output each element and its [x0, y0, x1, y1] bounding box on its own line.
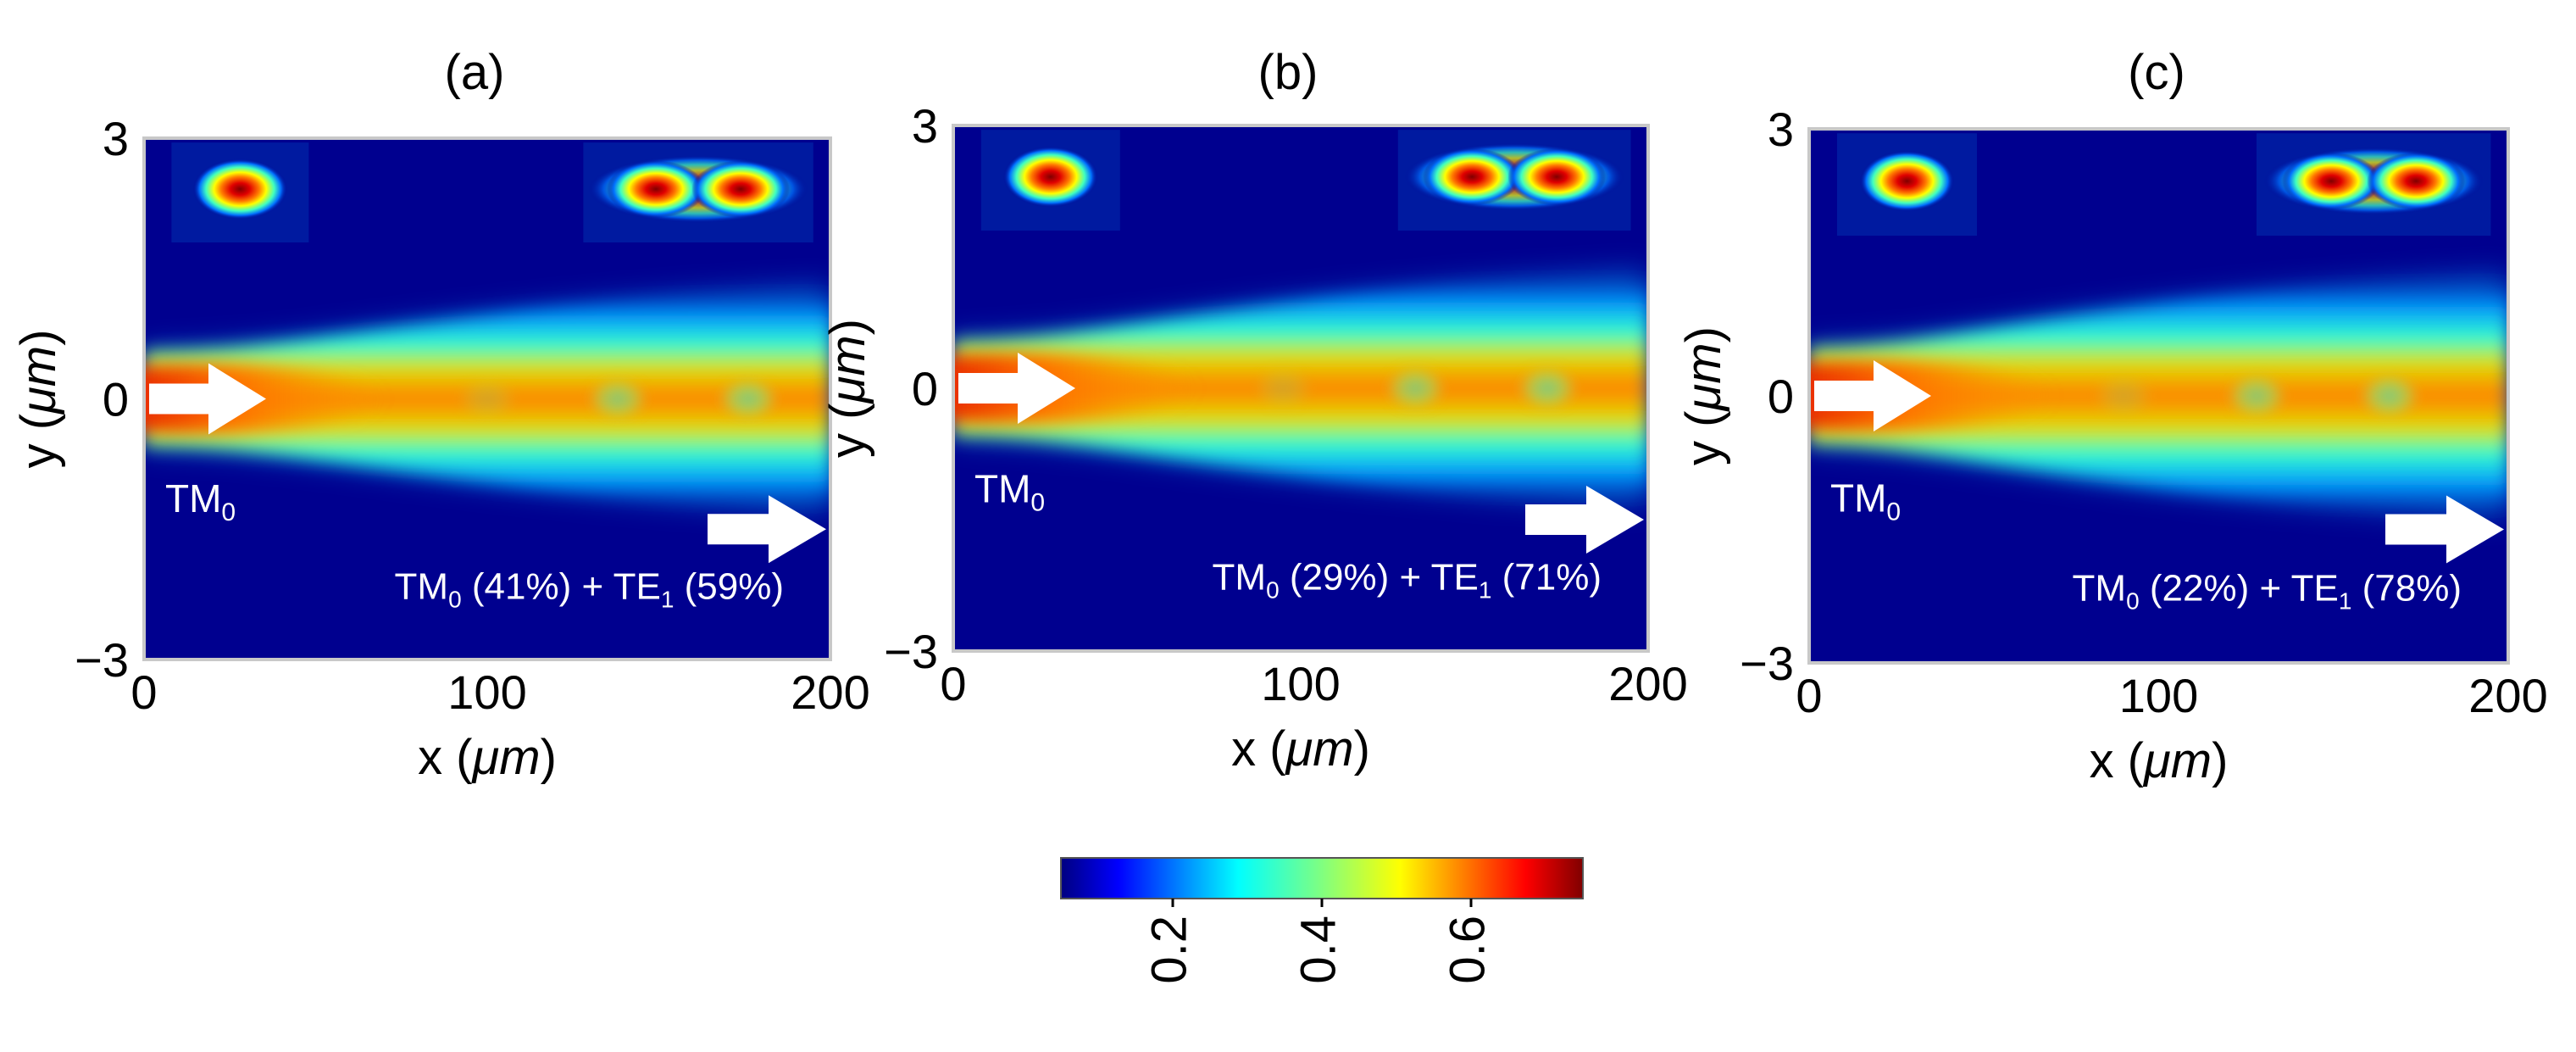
field-intensity — [144, 287, 830, 510]
field-intensity — [1809, 276, 2508, 515]
output-arrow-icon — [2385, 495, 2504, 564]
output-mode-lobe — [607, 160, 706, 219]
input-mode-spot — [192, 159, 288, 220]
output-arrow-icon — [708, 495, 826, 564]
input-mode-label: TM0 — [165, 476, 236, 526]
output-mode-lobe — [1423, 148, 1522, 206]
output-mode-lobe — [2282, 152, 2381, 210]
x-axis-label: x (μm) — [2090, 733, 2229, 788]
input-arrow-icon — [958, 353, 1075, 424]
output-mode-composition: TM0 (29%) + TE1 (71%) — [1213, 557, 1602, 604]
y-tick-label: −3 — [1740, 637, 1794, 690]
output-mode-lobe — [691, 160, 791, 219]
x-tick-label: 0 — [940, 657, 966, 710]
output-arrow-icon — [1525, 486, 1644, 554]
beam-central-dip — [1513, 363, 1582, 414]
beam-central-dip — [2355, 370, 2423, 422]
colorbar-scale — [1060, 857, 1584, 899]
input-arrow-icon — [1814, 360, 1931, 431]
beam-body — [1809, 276, 2508, 515]
x-axis-label: x (μm) — [418, 730, 557, 785]
colorbar: 0.2 0.4 0.6 — [1060, 857, 1584, 984]
colorbar-tick-label: 0.2 — [1141, 916, 1196, 984]
x-axis-label: x (μm) — [1231, 721, 1370, 776]
plot-frame — [142, 136, 832, 661]
plot-frame — [952, 124, 1650, 653]
y-axis-label: y (μm) — [11, 330, 66, 469]
x-tick-label: 200 — [2468, 669, 2547, 722]
x-tick-label: 0 — [1796, 669, 1822, 722]
y-tick-label: 0 — [1768, 370, 1794, 423]
x-tick-label: 100 — [447, 665, 526, 719]
x-tick-label: 0 — [130, 665, 157, 719]
y-tick-label: 3 — [912, 99, 938, 153]
beam-central-dip — [1249, 363, 1318, 414]
y-tick-label: 3 — [1768, 103, 1794, 156]
output-mode-lobe — [2367, 152, 2466, 210]
y-tick-label: −3 — [884, 625, 938, 678]
panel-label: (a) — [445, 45, 505, 100]
input-arrow-icon — [149, 363, 266, 435]
x-tick-label: 100 — [1261, 657, 1340, 710]
beam-core — [1809, 362, 2054, 430]
panel-label: (b) — [1258, 45, 1319, 100]
x-tick-label: 100 — [2119, 669, 2198, 722]
plot-frame — [1807, 127, 2510, 665]
colorbar-tick-label: 0.6 — [1440, 916, 1495, 984]
input-mode-spot — [1859, 150, 1955, 212]
beam-central-dip — [2090, 370, 2158, 422]
input-mode-label: TM0 — [1830, 476, 1901, 526]
x-tick-label: 200 — [791, 665, 869, 719]
output-mode-lobe — [1507, 148, 1607, 206]
input-mode-label: TM0 — [974, 466, 1045, 516]
output-mode-composition: TM0 (41%) + TE1 (59%) — [395, 565, 784, 612]
beam-central-dip — [713, 374, 782, 424]
y-tick-label: −3 — [75, 633, 129, 687]
beam-central-dip — [453, 374, 521, 424]
beam-central-dip — [1381, 363, 1450, 414]
panel-label: (c) — [2128, 45, 2185, 100]
beam-central-dip — [2223, 370, 2290, 422]
output-mode-composition: TM0 (22%) + TE1 (78%) — [2073, 568, 2462, 615]
y-axis-label: y (μm) — [1676, 326, 1731, 465]
y-tick-label: 0 — [912, 362, 938, 415]
y-tick-label: 0 — [103, 373, 129, 426]
y-axis-label: y (μm) — [820, 319, 875, 458]
y-tick-label: 3 — [103, 112, 129, 165]
beam-central-dip — [583, 374, 652, 424]
input-mode-spot — [1002, 146, 1098, 208]
x-tick-label: 200 — [1608, 657, 1687, 710]
colorbar-tick-label: 0.4 — [1291, 916, 1346, 984]
